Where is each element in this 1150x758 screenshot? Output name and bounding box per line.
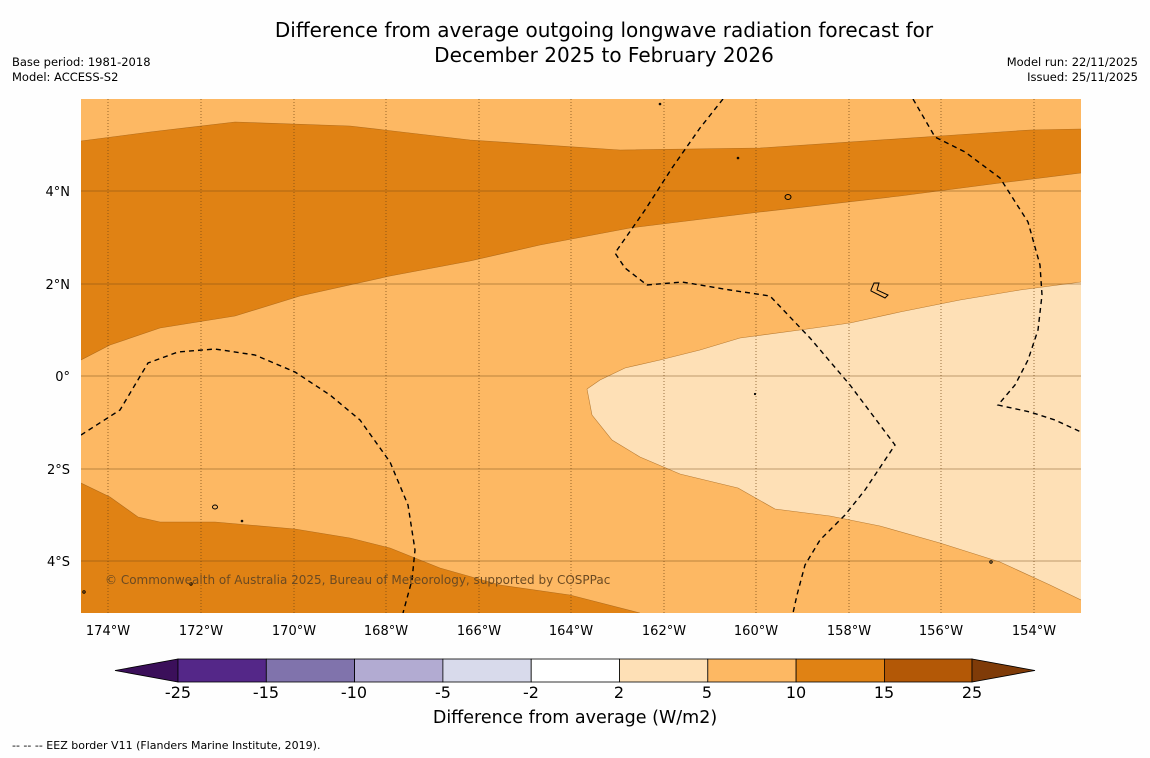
- lon-label: 170°W: [272, 624, 316, 639]
- model-text: Model: ACCESS-S2: [12, 70, 119, 84]
- colorbar-tick: -5: [435, 683, 451, 702]
- colorbar-tick: 25: [961, 683, 983, 702]
- latitude-labels: 4°N 2°N 0° 2°S 4°S: [46, 185, 71, 570]
- eez-legend-note: -- -- -- EEZ border V11 (Flanders Marine…: [12, 739, 321, 752]
- colorbar-tick: 10: [785, 683, 807, 702]
- island: [784, 194, 792, 200]
- island: [240, 519, 244, 523]
- lon-label: 164°W: [549, 624, 593, 639]
- anomaly-band-10-15-north: [81, 122, 1081, 360]
- eez-border-line: [912, 99, 1081, 433]
- eez-border-line: [81, 348, 416, 613]
- eez-borders: [81, 99, 1081, 613]
- islands: [82, 102, 993, 594]
- colorbar-extend-high: [971, 658, 1036, 683]
- colorbar-tick: 5: [701, 683, 713, 702]
- colorbar-label: Difference from average (W/m2): [432, 708, 718, 728]
- lat-label: 4°N: [46, 185, 71, 200]
- lon-label: 156°W: [919, 624, 963, 639]
- island: [736, 156, 740, 160]
- lat-label: 2°N: [46, 278, 71, 293]
- lon-label: 154°W: [1012, 624, 1056, 639]
- issued-text: Issued: 25/11/2025: [1027, 70, 1138, 84]
- colorbar-tick: 2: [613, 683, 625, 702]
- island: [753, 392, 757, 396]
- colorbar-ticks: -25 -15 -10 -5 -2 2 5 10 15 25: [0, 683, 1150, 705]
- lon-label: 172°W: [179, 624, 223, 639]
- colorbar-segment: [884, 658, 973, 683]
- colorbar-tick: -25: [164, 683, 192, 702]
- colorbar-segment: [265, 658, 355, 683]
- colorbar-segment: [442, 658, 532, 683]
- island: [658, 102, 662, 106]
- title-line-2: December 2025 to February 2026: [434, 43, 774, 67]
- lon-label: 168°W: [364, 624, 408, 639]
- island: [82, 590, 86, 594]
- band-contours: [81, 121, 1081, 613]
- graticule: [81, 99, 1081, 613]
- lon-label: 160°W: [734, 624, 778, 639]
- colorbar-extend-low: [114, 658, 179, 683]
- colorbar-tick: -10: [340, 683, 368, 702]
- colorbar-segment: [354, 658, 444, 683]
- anomaly-band-2-5-east: [587, 282, 1081, 600]
- colorbar-segment: [177, 658, 267, 683]
- lat-label: 0°: [55, 370, 70, 385]
- lon-label: 174°W: [86, 624, 130, 639]
- lon-label: 158°W: [827, 624, 871, 639]
- base-period-text: Base period: 1981-2018: [12, 55, 151, 69]
- copyright-text: © Commonwealth of Australia 2025, Bureau…: [105, 573, 610, 587]
- eez-border-line: [614, 99, 896, 613]
- lon-label: 162°W: [642, 624, 686, 639]
- colorbar: [114, 658, 1036, 683]
- colorbar-tick: -15: [252, 683, 280, 702]
- chart-title: Difference from average outgoing longwav…: [0, 18, 1150, 68]
- lat-label: 4°S: [47, 555, 70, 570]
- lon-label: 166°W: [457, 624, 501, 639]
- colorbar-segment: [619, 658, 709, 683]
- island: [870, 282, 889, 299]
- model-run-text: Model run: 22/11/2025: [1006, 55, 1138, 69]
- metadata-right: Model run: 22/11/2025 Issued: 25/11/2025: [1007, 55, 1138, 85]
- island: [989, 560, 993, 564]
- colorbar-tick: -2: [523, 683, 539, 702]
- colorbar-segment: [795, 658, 885, 683]
- map-plot-area: © Commonwealth of Australia 2025, Bureau…: [81, 99, 1081, 613]
- metadata-left: Base period: 1981-2018 Model: ACCESS-S2: [12, 55, 151, 85]
- island: [212, 504, 218, 510]
- island: [189, 582, 193, 586]
- longitude-labels: 174°W 172°W 170°W 168°W 166°W 164°W 162°…: [86, 624, 1056, 639]
- title-line-1: Difference from average outgoing longwav…: [274, 18, 934, 42]
- lat-label: 2°S: [47, 463, 70, 478]
- colorbar-tick: 15: [873, 683, 895, 702]
- colorbar-segment: [707, 658, 797, 683]
- colorbar-segment: [530, 658, 620, 683]
- anomaly-band-10-15-south: [81, 483, 640, 613]
